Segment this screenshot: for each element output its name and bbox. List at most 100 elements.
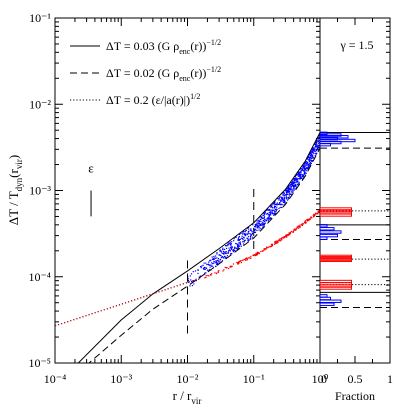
- particle-point: [274, 208, 277, 211]
- particle-point: [294, 177, 297, 180]
- particle-point: [238, 242, 240, 244]
- particle-point: [292, 229, 295, 231]
- x-tick-label: 10⁻³: [110, 372, 132, 386]
- particle-point: [274, 203, 276, 205]
- particle-point: [207, 269, 209, 271]
- particle-point: [299, 224, 301, 226]
- particle-point: [307, 156, 309, 159]
- particle-point: [248, 239, 250, 241]
- particle-point: [225, 256, 227, 258]
- particle-point: [305, 160, 307, 163]
- x-tick-label: 10⁻²: [177, 372, 199, 386]
- fraction-panel: 0 0.5 1 γ = 1.5 Fraction: [319, 17, 393, 403]
- y-axis-label: ΔT / Tdyn(rvir): [6, 155, 24, 225]
- particle-point: [267, 220, 269, 222]
- particle-point: [310, 151, 312, 153]
- particle-point: [230, 248, 233, 250]
- fraction-tick-label: 0: [321, 372, 327, 386]
- particle-point: [271, 244, 273, 247]
- particle-point: [288, 196, 290, 199]
- particle-point: [240, 243, 242, 246]
- particle-point: [296, 184, 299, 186]
- particle-point: [280, 200, 282, 202]
- particle-point: [279, 240, 281, 242]
- particle-point: [304, 173, 306, 175]
- particle-point: [308, 158, 311, 161]
- particle-point: [305, 169, 307, 171]
- particle-point: [271, 209, 273, 211]
- particle-point: [307, 168, 309, 170]
- particle-point: [203, 262, 205, 264]
- particle-point: [293, 177, 296, 180]
- particle-point: [245, 259, 247, 261]
- particle-point: [284, 236, 286, 238]
- particle-point: [203, 266, 205, 269]
- particle-point: [231, 241, 233, 243]
- particle-point: [271, 211, 273, 213]
- particle-point: [237, 245, 239, 247]
- particle-point: [267, 216, 269, 219]
- particle-point: [302, 176, 304, 178]
- particle-point: [215, 262, 217, 264]
- particle-point: [318, 142, 320, 144]
- particle-point: [280, 206, 283, 209]
- particle-point: [275, 203, 278, 205]
- particle-point: [234, 246, 236, 248]
- particle-point: [261, 224, 263, 226]
- fraction-histogram-bin: [320, 233, 338, 238]
- particle-point: [267, 218, 269, 220]
- particle-point: [190, 279, 192, 281]
- fraction-histogram-bin: [320, 227, 335, 231]
- particle-point: [294, 182, 296, 184]
- particle-point: [303, 173, 305, 175]
- particle-point: [258, 219, 260, 221]
- particle-point: [243, 236, 245, 238]
- particle-point: [264, 248, 266, 250]
- particle-point: [292, 183, 294, 185]
- particle-point: [254, 229, 256, 231]
- particle-point: [231, 252, 233, 255]
- particle-point: [311, 156, 314, 158]
- particle-point: [268, 208, 271, 211]
- particle-point: [274, 243, 276, 245]
- particle-point: [208, 263, 210, 266]
- particle-point: [270, 205, 272, 207]
- particle-point: [255, 225, 257, 227]
- particle-point: [290, 181, 292, 184]
- particle-point: [298, 175, 301, 177]
- particle-point: [316, 146, 318, 148]
- particle-point: [307, 163, 310, 166]
- particle-point: [230, 247, 232, 249]
- particle-point: [287, 190, 289, 192]
- particle-point: [306, 161, 308, 163]
- particle-point: [314, 148, 316, 150]
- particle-point: [311, 152, 313, 154]
- particle-point: [260, 250, 262, 253]
- particle-point: [233, 248, 235, 251]
- particle-point: [272, 204, 274, 206]
- particle-point: [250, 255, 252, 258]
- particle-point: [264, 212, 266, 214]
- particle-point: [273, 202, 275, 204]
- fraction-histogram-bin: [320, 209, 352, 213]
- particle-point: [270, 245, 272, 248]
- particle-point: [272, 202, 274, 205]
- particle-point: [197, 269, 199, 271]
- particle-point: [272, 206, 274, 209]
- particle-point: [221, 260, 224, 262]
- particle-point: [243, 258, 246, 261]
- particle-point: [301, 223, 303, 225]
- particle-point: [296, 174, 298, 176]
- particle-point: [308, 159, 310, 162]
- particle-point: [274, 203, 277, 206]
- particle-point: [255, 254, 257, 257]
- epsilon-label: ε: [88, 161, 94, 176]
- particle-point: [279, 202, 281, 204]
- particle-point: [220, 255, 222, 257]
- particle-point: [306, 220, 308, 222]
- particle-point: [266, 209, 268, 211]
- particle-point: [291, 230, 293, 233]
- vertical-markers: [187, 186, 255, 334]
- particle-point: [225, 252, 227, 255]
- particle-point: [315, 143, 317, 145]
